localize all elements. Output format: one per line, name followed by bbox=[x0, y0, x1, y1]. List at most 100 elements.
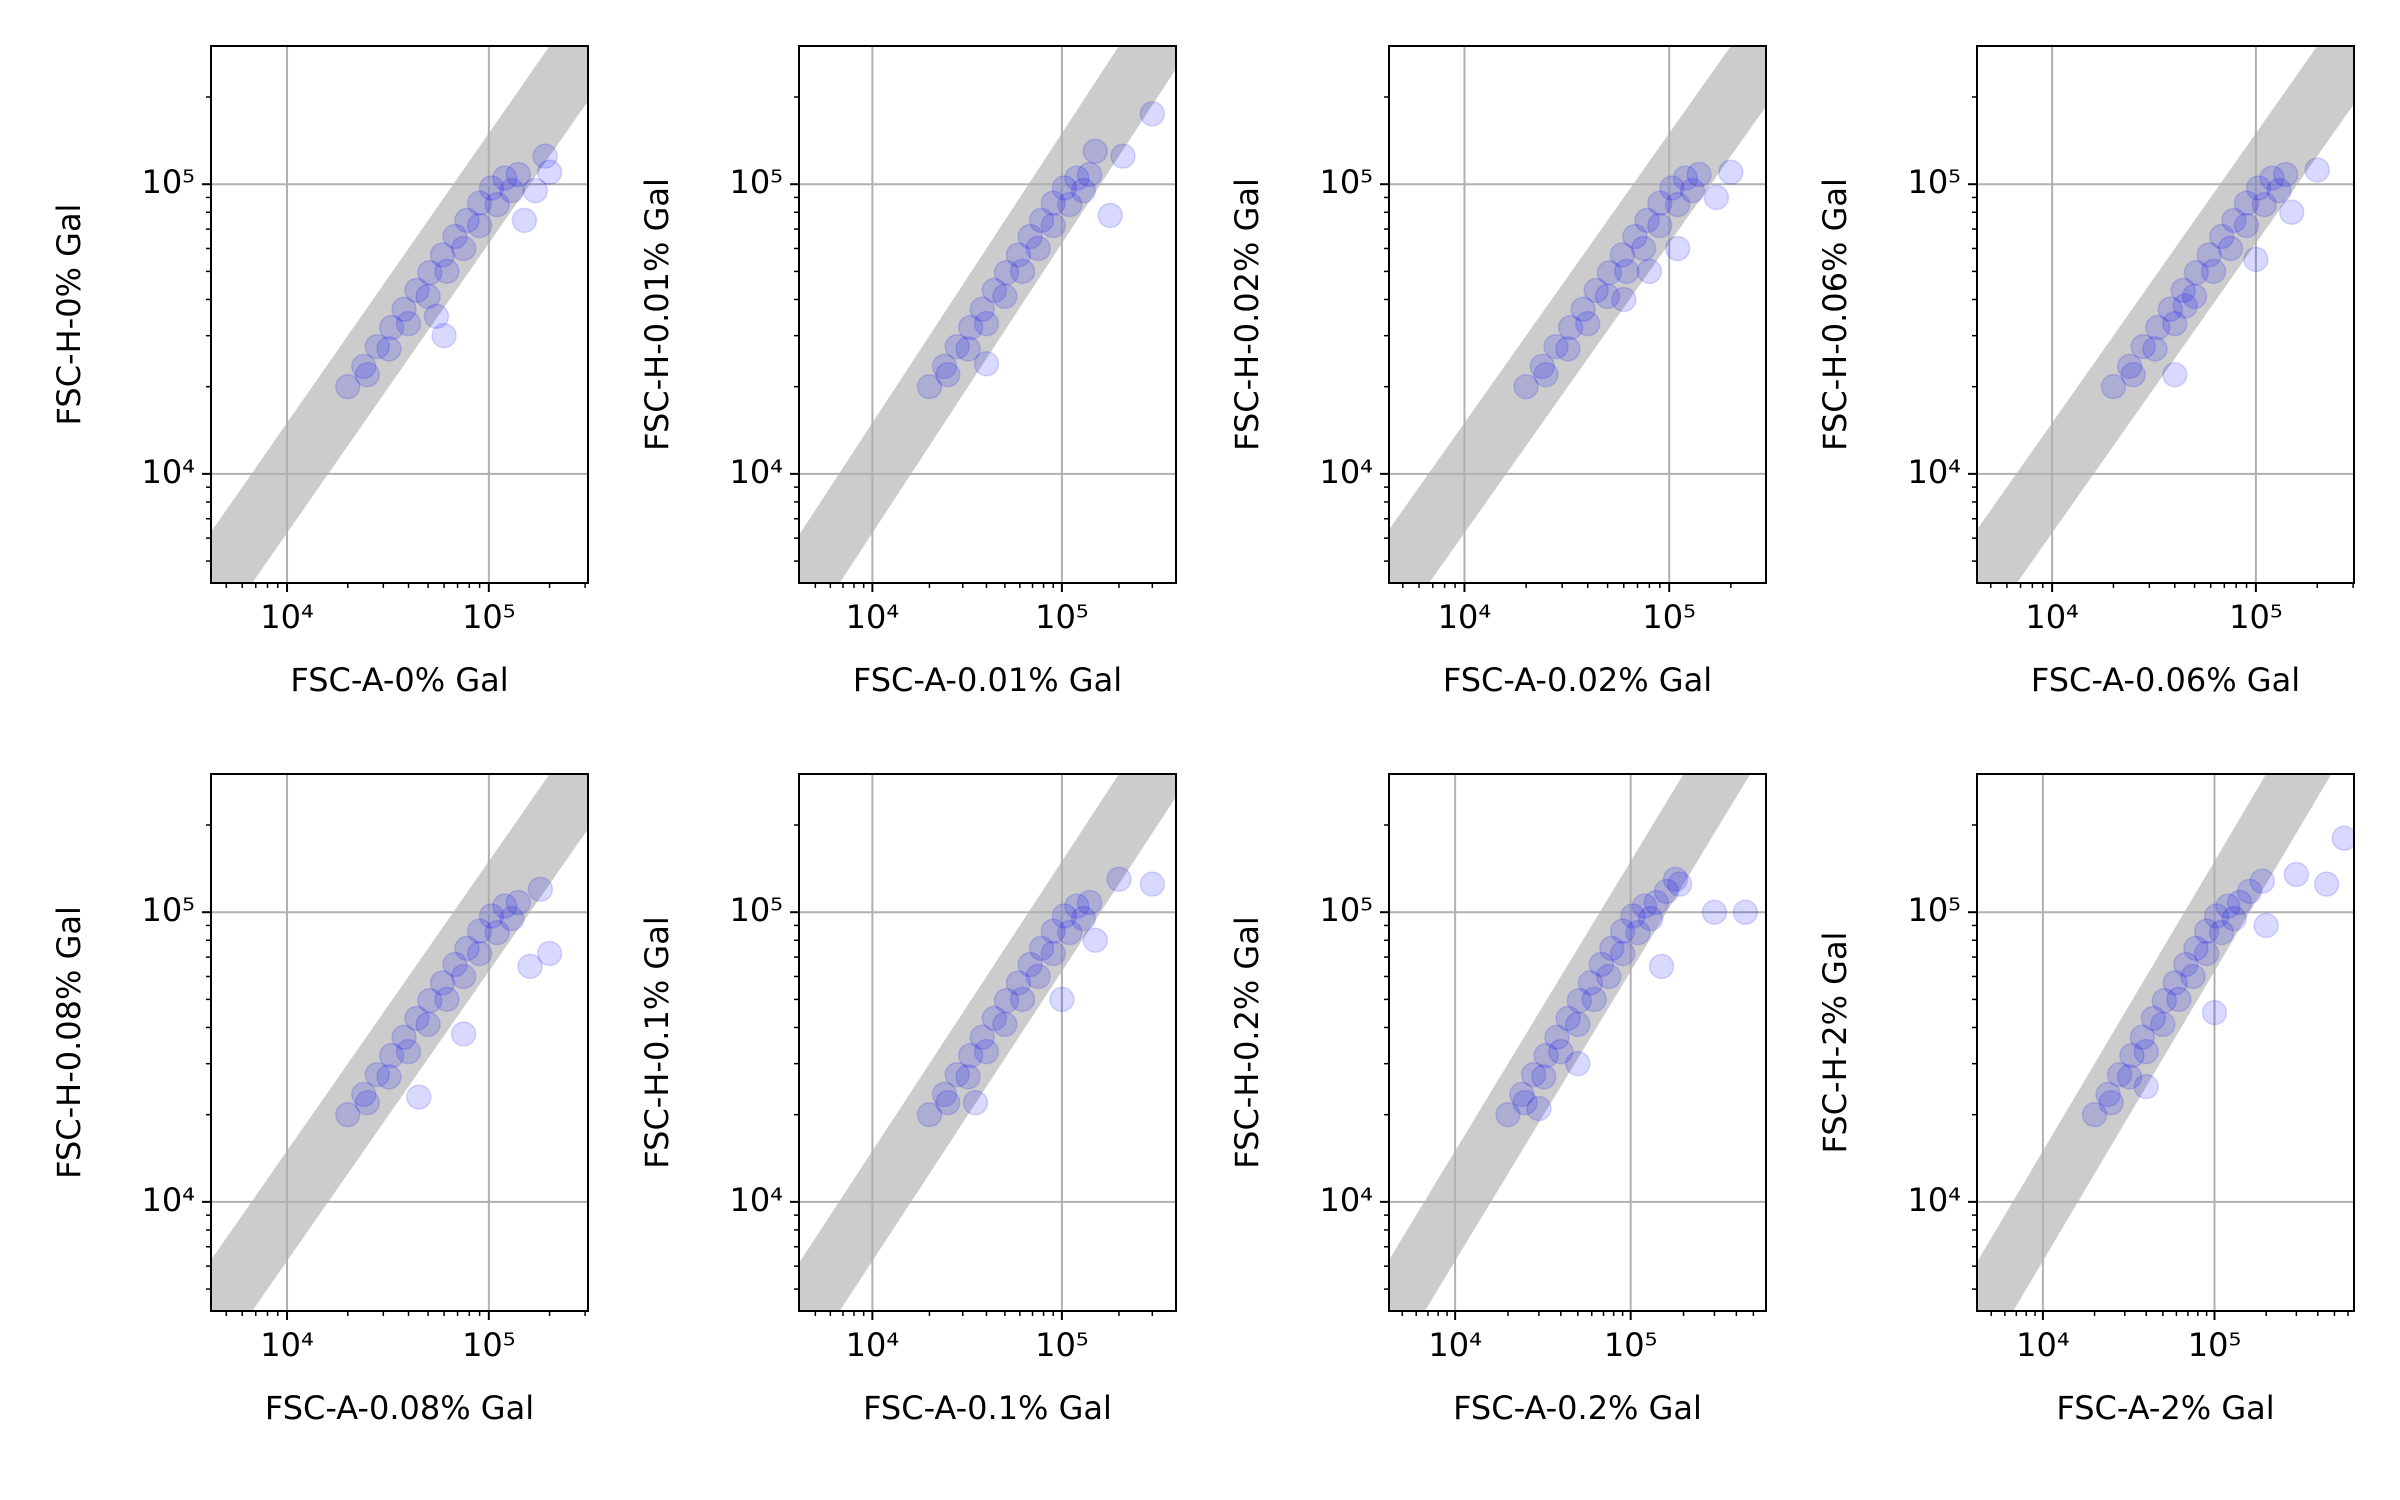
point bbox=[2081, 1101, 2108, 1128]
point bbox=[1565, 1011, 1591, 1038]
point bbox=[1620, 903, 1646, 929]
point bbox=[354, 1089, 381, 1116]
x-tick-label: 10⁵ bbox=[2229, 598, 2283, 636]
gate-band bbox=[1389, 46, 1766, 583]
point bbox=[1653, 878, 1680, 905]
x-tick-label: 10⁵ bbox=[1035, 1326, 1089, 1364]
point bbox=[1609, 940, 1636, 967]
x-tick-label: 10⁴ bbox=[1428, 1326, 1482, 1364]
point bbox=[1622, 223, 1648, 250]
gate-band bbox=[799, 46, 1176, 583]
point bbox=[2183, 259, 2210, 286]
point bbox=[1064, 165, 1090, 191]
y-axis-label: FSC-H-0.2% Gal bbox=[1228, 916, 1266, 1168]
point bbox=[2142, 336, 2168, 362]
point bbox=[916, 1101, 943, 1128]
point bbox=[423, 303, 450, 330]
y-tick-label: 10⁴ bbox=[1907, 453, 1961, 491]
point bbox=[1664, 235, 1691, 262]
point bbox=[1051, 175, 1078, 201]
point bbox=[1056, 919, 1083, 946]
point bbox=[1040, 918, 1066, 944]
point bbox=[993, 987, 1020, 1014]
point bbox=[1064, 893, 1090, 919]
point bbox=[2279, 199, 2305, 226]
y-axis-label: FSC-H-0.08% Gal bbox=[50, 906, 88, 1179]
point bbox=[429, 242, 456, 268]
point bbox=[2170, 277, 2196, 304]
point bbox=[992, 1011, 1018, 1038]
point bbox=[2253, 912, 2279, 939]
point bbox=[351, 1081, 377, 1108]
point bbox=[935, 1089, 961, 1116]
point bbox=[2162, 970, 2188, 996]
y-tick-label: 10⁵ bbox=[141, 891, 195, 929]
point bbox=[969, 296, 996, 323]
point bbox=[1718, 159, 1744, 185]
point bbox=[981, 277, 1008, 304]
point bbox=[2226, 889, 2253, 916]
point bbox=[2221, 905, 2247, 932]
point bbox=[376, 1064, 402, 1090]
point bbox=[1647, 212, 1673, 239]
y-tick-label: 10⁵ bbox=[141, 163, 195, 201]
point bbox=[1139, 871, 1166, 897]
point bbox=[2203, 903, 2230, 929]
point bbox=[1028, 207, 1055, 234]
point bbox=[1512, 1089, 1538, 1116]
point bbox=[973, 310, 1000, 337]
point bbox=[478, 175, 505, 201]
point bbox=[955, 336, 981, 362]
point bbox=[1082, 138, 1109, 164]
y-tick-label: 10⁴ bbox=[1319, 453, 1373, 491]
point bbox=[522, 177, 549, 204]
y-tick-label: 10⁵ bbox=[1319, 163, 1373, 201]
point bbox=[1070, 905, 1097, 932]
point bbox=[351, 353, 377, 380]
plot-area bbox=[799, 46, 1176, 583]
point bbox=[364, 333, 391, 360]
point bbox=[442, 223, 468, 250]
point bbox=[2129, 1024, 2156, 1051]
point bbox=[2245, 175, 2272, 201]
point bbox=[1557, 314, 1584, 341]
point bbox=[992, 283, 1018, 310]
point bbox=[406, 1084, 432, 1110]
point bbox=[1666, 871, 1693, 897]
point bbox=[1009, 986, 1036, 1013]
point bbox=[2313, 871, 2340, 897]
x-tick-label: 10⁵ bbox=[462, 598, 516, 636]
point bbox=[2201, 999, 2228, 1026]
point bbox=[376, 336, 402, 362]
point bbox=[434, 258, 460, 285]
point bbox=[1662, 866, 1689, 892]
x-tick-label: 10⁵ bbox=[462, 1326, 516, 1364]
point bbox=[1533, 1042, 1559, 1069]
point bbox=[1531, 1064, 1557, 1090]
point bbox=[442, 951, 468, 978]
point bbox=[454, 935, 480, 962]
point bbox=[973, 350, 1000, 377]
point bbox=[1025, 963, 1051, 990]
point bbox=[431, 322, 457, 349]
point bbox=[492, 893, 518, 919]
point bbox=[2236, 878, 2263, 905]
point bbox=[1634, 207, 1660, 234]
point bbox=[1613, 258, 1640, 285]
point bbox=[1643, 889, 1670, 916]
point bbox=[517, 953, 543, 980]
point bbox=[2283, 861, 2310, 888]
point bbox=[466, 918, 493, 944]
point bbox=[484, 191, 510, 218]
x-tick-label: 10⁴ bbox=[846, 598, 900, 636]
point bbox=[2145, 314, 2171, 341]
point bbox=[969, 1024, 996, 1051]
x-tick-label: 10⁴ bbox=[260, 1326, 314, 1364]
gate-band bbox=[1389, 774, 1751, 1311]
point bbox=[466, 940, 493, 967]
point bbox=[450, 235, 477, 262]
point bbox=[434, 986, 460, 1013]
point bbox=[450, 963, 477, 990]
point bbox=[1040, 190, 1066, 216]
point bbox=[1076, 161, 1103, 188]
